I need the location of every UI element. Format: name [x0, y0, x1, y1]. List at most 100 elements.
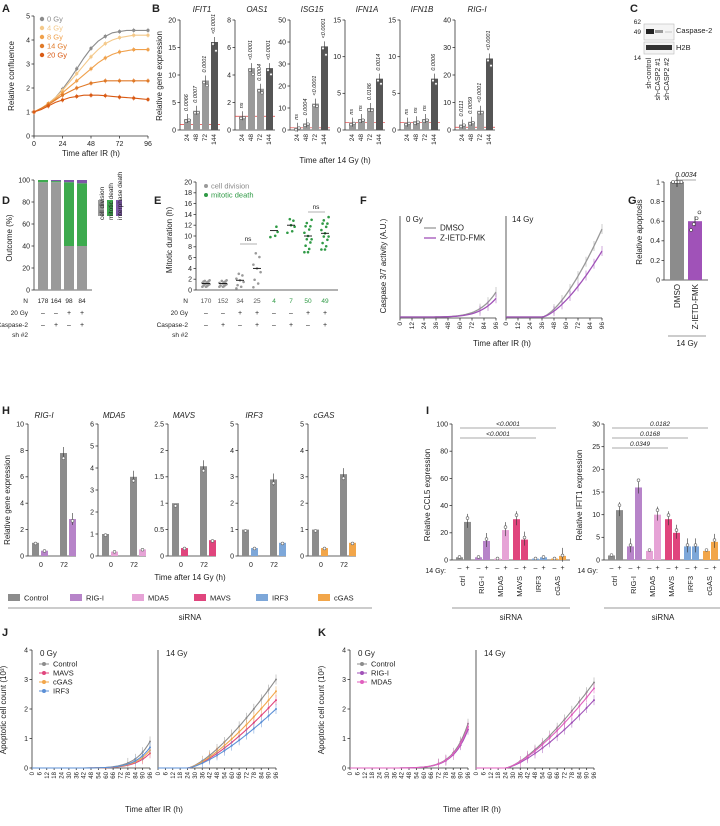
panel-i-ifit1-x-tick-label: cGAS [705, 576, 714, 596]
panel-j-x-tick-label: 0 [30, 771, 36, 775]
panel-h-legend-label: cGAS [334, 594, 354, 603]
panel-b-significance: ns [239, 102, 245, 108]
panel-h-legend-label: Control [24, 594, 49, 603]
panel-e-row-value: + [255, 310, 259, 317]
panel-k-x-tick-label: 84 [577, 771, 583, 778]
panel-d-row-value: + [54, 322, 58, 329]
panel-h-MDA5-y-tick-label: 1 [90, 531, 94, 538]
panel-e-point [307, 247, 311, 251]
panel-b-point [315, 104, 319, 108]
panel-j-x-tick-label: 96 [148, 771, 154, 778]
panel-k-y-tick-label: 0 [342, 765, 346, 772]
panel-d-bar-segment [64, 180, 74, 183]
panel-d-bar-segment [51, 182, 61, 290]
panel-k-point [534, 749, 536, 752]
panel-b-point [471, 120, 475, 125]
panel-b-point [370, 108, 374, 112]
panel-b-point [324, 53, 328, 57]
panel-h-legend-swatch [194, 594, 206, 601]
panel-h-legend-swatch [132, 594, 144, 601]
panel-h-gene-title: RIG-I [34, 411, 54, 420]
panel-b-x-tick-label: 48 [303, 134, 310, 142]
panel-d-legend-label: interphase death [117, 171, 124, 220]
panel-k-point [593, 687, 595, 690]
panel-e-point [252, 286, 255, 289]
panel-i-ccl5-x-tick-label: ctrl [458, 576, 467, 586]
panel-h-x-tick-label: 0 [39, 562, 43, 569]
panel-k-x-tick-label: 96 [592, 771, 598, 778]
panel-h-bar [139, 549, 146, 556]
panel-label-K: K [318, 627, 326, 639]
panel-h-legend-label: IRF3 [272, 594, 288, 603]
panel-b-x-label: Time after 14 Gy (h) [299, 156, 371, 165]
panel-label-B: B [152, 3, 160, 15]
panel-b-significance: 0.0111 [459, 100, 465, 116]
panel-k-y-tick-label: 2 [342, 706, 346, 713]
panel-e-point [236, 283, 239, 287]
panel-e-point [254, 251, 258, 255]
panel-j-point [260, 698, 263, 701]
panel-b-RIG-I-y-tick-label: 0 [447, 127, 451, 134]
panel-a-y-tick-label: 2 [26, 85, 30, 92]
panel-b-IFN1A-y-tick-label: 5 [337, 91, 341, 98]
panel-a-point [75, 72, 79, 76]
panel-k-x-tick-label: 60 [422, 771, 428, 778]
panel-j-point [245, 723, 248, 726]
panel-b-x-tick-label: 144 [376, 134, 383, 145]
panel-k-point [585, 706, 588, 709]
panel-i-ifit1-y-tick-label: 15 [592, 489, 600, 496]
panel-h-MAVS-y-tick-label: 2.5 [154, 421, 164, 428]
panel-b-RIG-I-y-tick-label: 30 [443, 45, 451, 52]
panel-d-bar-segment [64, 246, 74, 290]
panel-h-IRF3-y-tick-label: 3 [230, 474, 234, 481]
panel-a-y-tick-label: 3 [26, 61, 30, 68]
panel-i-ifit1-significance: 0.0182 [650, 421, 670, 428]
panel-i-ifit1-significance: 0.0168 [640, 431, 660, 438]
panel-h-bar [172, 503, 179, 556]
panel-e-point [303, 231, 306, 235]
panel-j-x-tick-label: 54 [96, 771, 102, 778]
panel-g-y-tick-label: 0.8 [650, 199, 660, 206]
panel-e-point [252, 263, 255, 266]
panel-e-significance: ns [245, 236, 253, 243]
panel-j-legend-label: IRF3 [53, 687, 69, 696]
panel-b-point [489, 64, 493, 68]
panel-b-point [404, 123, 408, 127]
panel-j-point [267, 688, 270, 691]
panel-b-point [413, 121, 417, 125]
panel-f-y-label: Caspase 3/7 activity (A.U.) [379, 218, 388, 313]
panel-e-row-value: – [221, 310, 225, 317]
panel-b-IFIT1-y-tick-label: 10 [168, 72, 176, 79]
panel-b-point [425, 118, 429, 122]
panel-d-legend-swatch [98, 200, 104, 216]
panel-b-ISG15-y-tick-label: 0 [282, 127, 286, 134]
panel-c-mw-marker: 14 [634, 55, 642, 62]
panel-h-point [112, 550, 117, 554]
panel-k-point [563, 728, 566, 731]
panel-j-x-tick-label: 30 [193, 771, 199, 778]
panel-d-row-value: – [41, 310, 45, 317]
panel-e-n-value: 170 [201, 298, 212, 305]
panel-j-x-tick-label: 36 [74, 771, 80, 778]
panel-h-bar [32, 542, 39, 556]
panel-i-ccl5-y-label: Relative CCL5 expression [423, 449, 432, 542]
panel-e-point [290, 229, 294, 233]
panel-g-point [679, 180, 684, 184]
panel-g-y-tick-label: 0.4 [650, 238, 660, 245]
panel-b-x-tick-label: 24 [184, 134, 191, 142]
panel-b-x-tick-label: 72 [477, 134, 484, 142]
panel-d-y-tick-label: 60 [22, 221, 30, 228]
panel-b-bar [266, 68, 273, 130]
panel-i-ccl5-row-value: + [503, 565, 507, 572]
panel-b-significance: 0.0006 [431, 53, 437, 71]
panel-f-x-tick-label: 84 [481, 322, 488, 330]
panel-h-bar [130, 476, 137, 556]
panel-f-x-tick-label: 12 [409, 322, 416, 330]
panel-b-point [187, 118, 191, 122]
panel-k-point [578, 705, 581, 708]
panel-b-significance: 0.0066 [184, 93, 190, 111]
panel-e-row-value: – [272, 310, 276, 317]
panel-h-point [280, 541, 285, 546]
panel-i-ccl5-row-value: – [515, 565, 519, 572]
panel-h-cGAS-y-tick-label: 4 [300, 448, 304, 455]
